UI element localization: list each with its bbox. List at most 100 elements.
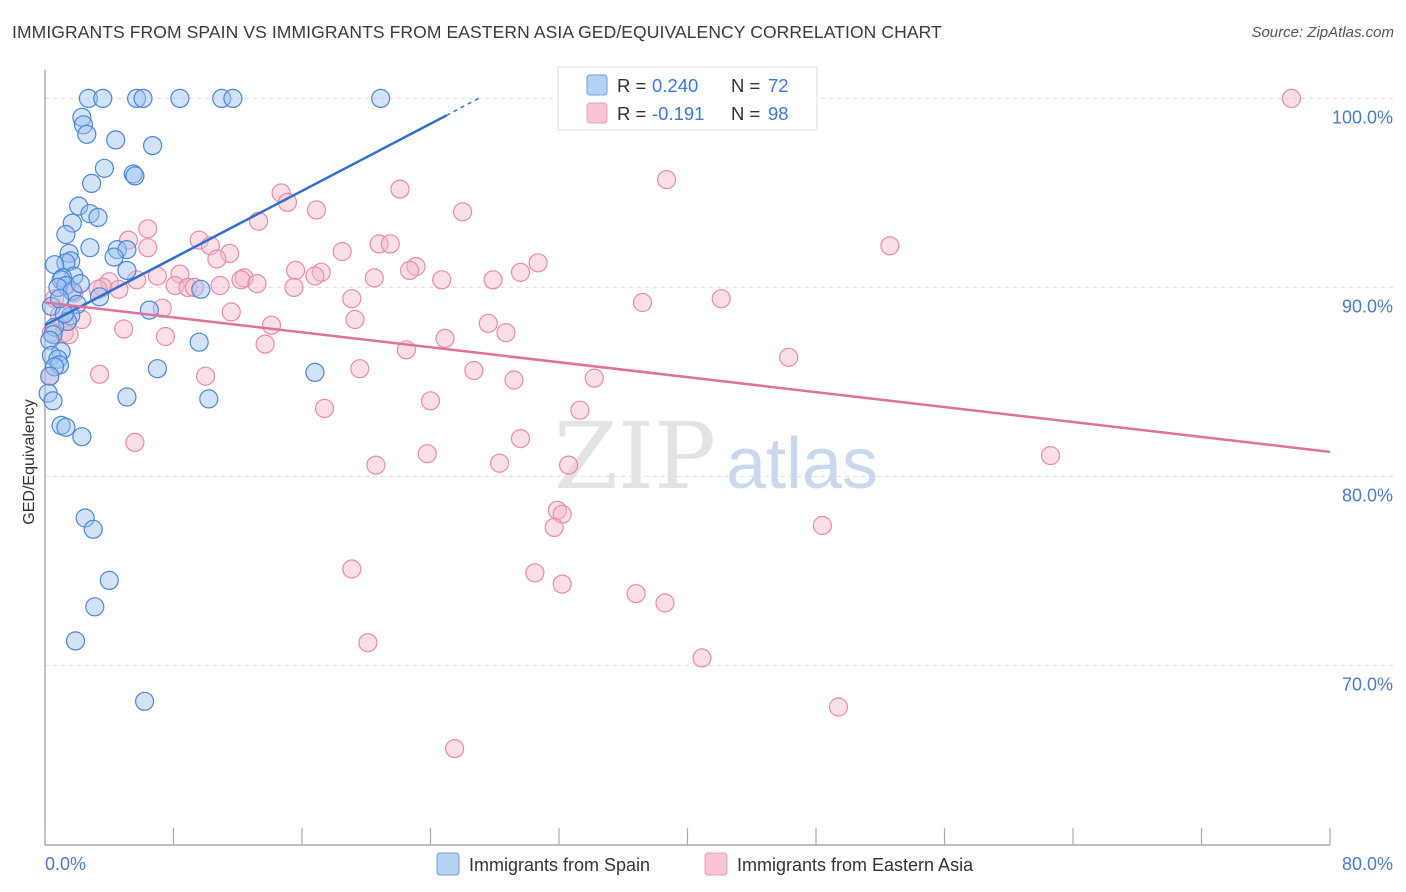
legend-r-label-spain: R = xyxy=(617,75,646,96)
correlation-legend: R = 0.240 N = 72 R = -0.191 N = 98 xyxy=(557,66,818,131)
point-asia-17 xyxy=(138,238,158,258)
point-asia-71 xyxy=(196,366,216,386)
point-asia-72 xyxy=(504,370,524,390)
trend-line-spain-extension xyxy=(446,97,480,117)
point-asia-55 xyxy=(345,309,365,330)
legend-swatch-spain xyxy=(586,74,608,96)
point-asia-42 xyxy=(284,277,304,297)
point-spain-52 xyxy=(44,357,65,377)
legend-r-spain: 0.240 xyxy=(652,75,698,96)
trend-lines xyxy=(44,97,1331,454)
legend-r-asia: -0.191 xyxy=(652,103,704,124)
point-asia-19 xyxy=(220,243,240,263)
watermark-atlas: atlas xyxy=(726,424,878,504)
point-asia-50 xyxy=(632,292,653,313)
point-asia-67 xyxy=(779,347,799,367)
point-spain-19 xyxy=(88,207,108,227)
point-asia-88 xyxy=(812,515,833,536)
point-spain-10 xyxy=(77,124,97,144)
legend-n-asia: 98 xyxy=(768,103,789,124)
point-spain-7 xyxy=(371,88,391,109)
point-spain-12 xyxy=(143,136,163,156)
point-asia-62 xyxy=(155,326,176,347)
point-spain-17 xyxy=(69,196,89,216)
point-asia-25 xyxy=(311,262,331,282)
y-tick-label-2: 80.0% xyxy=(1342,485,1393,505)
point-asia-93 xyxy=(655,593,675,613)
point-asia-69 xyxy=(464,360,484,381)
point-spain-45 xyxy=(43,325,63,345)
point-spain-0 xyxy=(78,88,99,109)
point-spain-2 xyxy=(127,88,147,109)
chart-title: IMMIGRANTS FROM SPAIN VS IMMIGRANTS FROM… xyxy=(12,22,942,42)
point-asia-82 xyxy=(366,455,386,475)
watermark-zip: ZIP xyxy=(554,403,716,510)
point-spain-64 xyxy=(99,570,119,591)
y-tick-label-0: 100.0% xyxy=(1332,107,1393,127)
point-asia-57 xyxy=(261,315,282,335)
point-asia-79 xyxy=(125,432,145,452)
point-asia-75 xyxy=(420,391,441,411)
point-asia-20 xyxy=(207,249,227,269)
point-spain-53 xyxy=(147,359,167,379)
series-eastern-asia xyxy=(40,88,1302,759)
series-spain xyxy=(38,88,391,711)
point-spain-13 xyxy=(94,158,115,178)
point-spain-30 xyxy=(117,260,137,280)
point-asia-94 xyxy=(358,633,378,653)
point-asia-59 xyxy=(496,323,516,343)
y-tick-label-1: 90.0% xyxy=(1342,296,1393,316)
point-asia-21 xyxy=(528,253,548,273)
point-asia-77 xyxy=(570,400,590,420)
point-asia-52 xyxy=(221,302,241,322)
legend-n-spain: 72 xyxy=(768,75,789,96)
point-asia-11 xyxy=(118,230,139,250)
point-asia-30 xyxy=(234,268,254,288)
point-asia-78 xyxy=(510,429,531,449)
point-asia-68 xyxy=(350,359,370,379)
point-spain-4 xyxy=(170,88,190,109)
point-spain-61 xyxy=(72,427,92,447)
legend-n-label-spain: N = xyxy=(731,75,760,96)
point-spain-5 xyxy=(212,88,232,109)
point-spain-3 xyxy=(133,88,153,109)
point-asia-14 xyxy=(380,234,400,254)
point-spain-63 xyxy=(83,519,103,539)
point-spain-47 xyxy=(189,332,209,352)
point-asia-89 xyxy=(342,559,362,579)
point-asia-24 xyxy=(286,260,306,280)
point-spain-20 xyxy=(62,213,82,233)
point-asia-23 xyxy=(400,260,420,280)
point-spain-16 xyxy=(81,173,102,193)
point-asia-96 xyxy=(828,697,849,717)
y-axis-title: GED/Equivalency xyxy=(21,399,38,524)
series-legend: Immigrants from Spain Immigrants from Ea… xyxy=(436,852,974,876)
point-asia-26 xyxy=(510,262,531,282)
source-credit: Source: ZipAtlas.com xyxy=(1251,24,1394,41)
point-asia-18 xyxy=(332,241,352,262)
point-asia-56 xyxy=(478,313,498,333)
point-spain-21 xyxy=(56,224,76,245)
point-spain-55 xyxy=(40,366,60,386)
point-asia-83 xyxy=(490,453,510,473)
trend-line-spain xyxy=(44,114,448,327)
point-asia-13 xyxy=(369,234,389,254)
point-spain-11 xyxy=(106,130,126,150)
point-asia-58 xyxy=(114,319,134,339)
y-tick-label-3: 70.0% xyxy=(1342,674,1393,694)
point-asia-33 xyxy=(483,270,503,290)
point-asia-36 xyxy=(231,270,251,290)
point-spain-37 xyxy=(191,279,211,299)
bottom-legend-spain: Immigrants from Spain xyxy=(469,855,650,875)
point-asia-70 xyxy=(89,364,110,384)
bottom-legend-asia: Immigrants from Eastern Asia xyxy=(737,855,974,875)
x-tick-label-min: 0.0% xyxy=(45,854,86,874)
legend-swatch-asia xyxy=(586,102,608,124)
legend-n-label-asia: N = xyxy=(731,103,760,124)
point-asia-16 xyxy=(880,236,900,256)
point-asia-48 xyxy=(342,289,362,309)
point-asia-37 xyxy=(247,274,267,294)
point-asia-97 xyxy=(445,738,465,759)
point-asia-49 xyxy=(711,289,731,309)
point-spain-65 xyxy=(85,597,105,617)
